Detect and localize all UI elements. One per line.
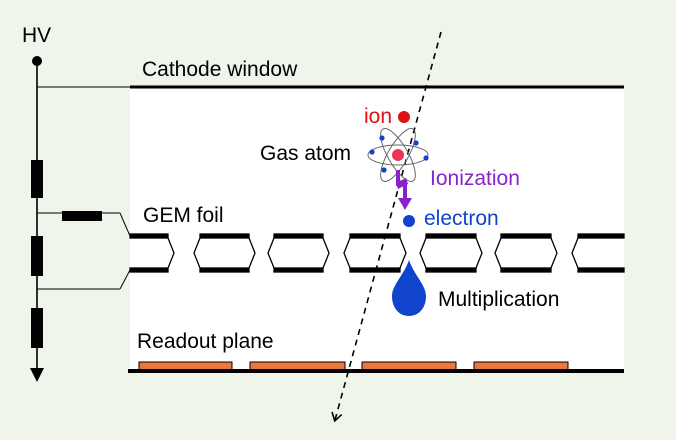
resistor-2 [31, 236, 43, 276]
chamber-volume [130, 87, 624, 371]
cathode-label: Cathode window [142, 58, 298, 81]
resistor-1 [31, 160, 43, 198]
gem-foil [129, 233, 625, 273]
ion-label: ion [364, 105, 392, 128]
electron [403, 215, 415, 227]
atom-nucleus [392, 149, 404, 161]
multiplication-label: Multiplication [438, 288, 559, 311]
readout-label: Readout plane [137, 330, 274, 353]
gas-atom-label: Gas atom [260, 142, 351, 165]
minus-sign [62, 211, 102, 221]
resistor-3 [31, 308, 43, 348]
gas-atom [367, 128, 429, 182]
ionization-label: Ionization [430, 167, 520, 190]
ionization-arrow [396, 170, 412, 210]
particle-track [331, 31, 442, 423]
ground-arrow [30, 368, 44, 382]
multiplication-drop [392, 260, 426, 316]
electron-label: electron [424, 207, 499, 230]
hv-divider-chain: HV [22, 24, 131, 382]
hv-label: HV [22, 24, 51, 47]
ion [398, 111, 410, 123]
gem-foil-label: GEM foil [143, 204, 224, 227]
